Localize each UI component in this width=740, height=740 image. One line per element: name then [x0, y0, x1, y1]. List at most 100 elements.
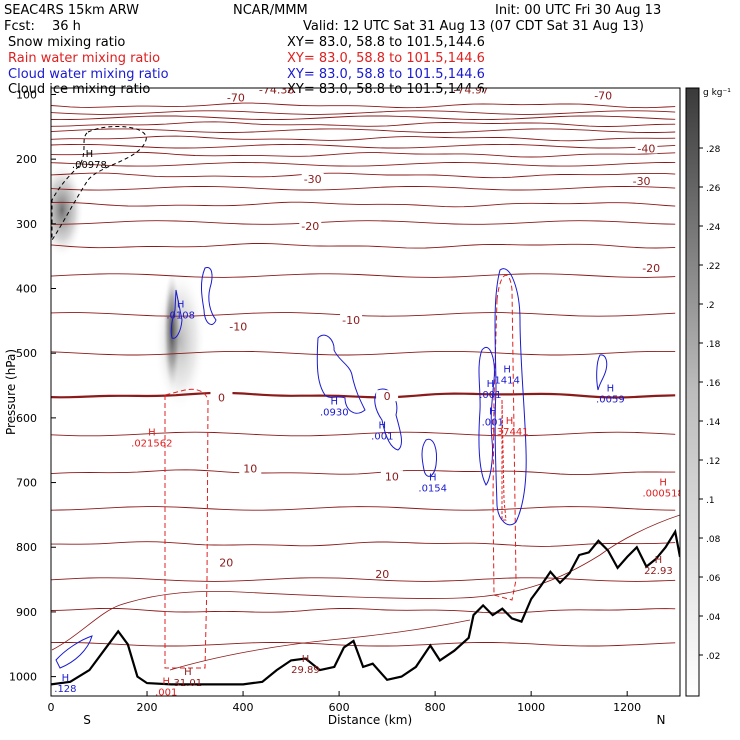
contour-label-bg: [340, 313, 363, 325]
cloud-water-contour-9: [55, 635, 93, 669]
temperature-contour-minor: [51, 220, 676, 225]
extremum-high-mark: H: [489, 406, 497, 417]
extremum-high-mark: H: [62, 673, 70, 684]
temperature-contour-label: -40: [637, 142, 655, 155]
extremum-high-mark: H: [429, 472, 437, 483]
extremum-value-label: .001: [482, 417, 504, 428]
rain-contour-north-inner: [501, 399, 507, 521]
temperature-contour-label: -20: [301, 220, 319, 233]
extremum-high-mark: H: [177, 300, 185, 311]
contour-label-bg: [239, 462, 262, 474]
x-tick-label: 1200: [613, 701, 641, 714]
temperature-contour-label: -10: [342, 314, 360, 327]
x-tick-label: 800: [425, 701, 446, 714]
temperature-contour-label: 0: [218, 391, 225, 404]
extremum-value-label: .000518: [643, 488, 684, 499]
extremum-value-label: .021562: [131, 439, 172, 450]
extremum-value-label: .0108: [166, 311, 195, 322]
center-label: NCAR/MMM: [233, 3, 308, 18]
extremum-value-label: .00978: [72, 160, 107, 171]
temperature-contour-minor: [51, 162, 676, 167]
extremum-high-mark: H: [503, 364, 511, 375]
extremum-high-mark: H: [506, 416, 514, 427]
contour-label-bg: [460, 88, 483, 95]
colorbar-ticks: .28 .26 .24 .22 .2 .18 .16 .14 .12 .1 .08 .06 .04 .02: [699, 145, 721, 662]
colorbar-tick-label: .2: [706, 301, 715, 311]
extremum-high-mark: H: [86, 149, 94, 160]
legend-snow: Snow mixing ratio: [8, 35, 125, 50]
colorbar-tick-label: .06: [706, 574, 721, 584]
contour-label-bg: [210, 391, 233, 403]
contour-label-bg: [376, 390, 399, 402]
temperature-contour-minor: [51, 506, 676, 511]
contour-label-bg: [635, 142, 658, 154]
cloud-water-contour-7: [494, 268, 527, 526]
y-tick-label: 100: [16, 88, 37, 101]
legend-cloud-ice: Cloud ice mixing ratio: [8, 82, 150, 97]
x-tick-label: 400: [233, 701, 254, 714]
colorbar-tick-label: .14: [706, 418, 721, 428]
extremum-high-mark: H: [607, 384, 615, 395]
lowlevel-contour: [169, 619, 471, 671]
y-tick-label: 600: [16, 412, 37, 425]
temperature-contour-minor: [51, 273, 676, 278]
cloud-water-contour-6: [478, 347, 495, 486]
init-time: Init: 00 UTC Fri 30 Aug 13: [495, 3, 661, 18]
extremum-high-mark: H: [302, 654, 310, 665]
legend-cloud-water: Cloud water mixing ratio: [8, 67, 169, 82]
contour-label-bg: [265, 88, 288, 95]
extremum-value-label: 1414: [494, 375, 519, 386]
colorbar-unit: g kg⁻¹: [703, 88, 731, 98]
legend-rain-xy: XY= 83.0, 58.8 to 101.5,144.6: [287, 51, 485, 66]
temperature-contour-label: -10: [229, 320, 247, 333]
extremum-high-mark: H: [379, 421, 387, 432]
direction-south: S: [83, 713, 91, 727]
contour-label-bg: [380, 470, 403, 482]
contour-label-bg: [299, 220, 322, 232]
y-tick-label: 200: [16, 153, 37, 166]
extremum-value-label: 22.93: [644, 566, 673, 577]
temperature-contour: [51, 151, 676, 158]
cloud-water-contour-5: [421, 438, 437, 477]
extremum-value-label: .0930: [320, 408, 349, 419]
extremum-value-label: .001: [155, 688, 177, 699]
x-axis: 0 200 400 600 800 1000 1200: [48, 691, 641, 714]
plot-frame: [50, 87, 681, 697]
rain-contour-north: [492, 275, 517, 601]
cloud-ice-shade-halo: [154, 268, 206, 412]
temperature-contour: [51, 121, 676, 127]
contour-label-bg: [630, 174, 653, 186]
colorbar-tick-label: .16: [706, 379, 721, 389]
y-axis-label: Pressure (hPa): [4, 349, 18, 435]
temperature-contour-label: -30: [633, 175, 651, 188]
y-tick-label: 900: [16, 606, 37, 619]
extremum-high-mark: H: [184, 667, 192, 678]
legend: Snow mixing ratio XY= 83.0, 58.8 to 101.…: [8, 35, 485, 97]
extremum-high-mark: H: [148, 428, 156, 439]
legend-cloud-ice-xy: XY= 83.0, 58.8 to 101.5,144.6: [287, 82, 485, 97]
temperature-contour: [51, 135, 676, 142]
colorbar-tick-label: .08: [706, 535, 721, 545]
y-axis: 100 200 300 400 500 600 700 800 900 1000: [9, 88, 56, 684]
temperature-contour-minor: [51, 577, 676, 582]
colorbar-tick-label: .1: [706, 496, 715, 506]
temperature-contour-label: -70: [227, 91, 245, 104]
colorbar-tick-label: .22: [706, 262, 720, 272]
direction-north: N: [657, 713, 666, 727]
extremum-high-mark: H: [659, 477, 667, 488]
legend-cloud-water-xy: XY= 83.0, 58.8 to 101.5,144.6: [287, 67, 485, 82]
temperature-contour-minor: [51, 110, 676, 115]
cloud-water-contour-4: [374, 388, 402, 451]
cloud-water-contour-2: [201, 266, 217, 325]
extremum-high-mark: H: [487, 379, 495, 390]
temperature-contour: [51, 469, 676, 476]
temperature-contour-minor: [51, 431, 676, 437]
contour-label-bg: [215, 556, 238, 568]
temperature-contour: [51, 172, 676, 179]
temperature-contour-minor: [51, 128, 676, 133]
forecast-label: Fcst:: [4, 19, 35, 34]
x-axis-label: Distance (km): [328, 713, 412, 727]
temperature-contour-label: 20: [375, 568, 389, 581]
contour-labels: -70 -70 -74.38 -74.97 -40 -30 -30 -20 -20 -10 -10 0…: [54, 88, 684, 699]
extremum-value-label: .001: [371, 432, 393, 443]
